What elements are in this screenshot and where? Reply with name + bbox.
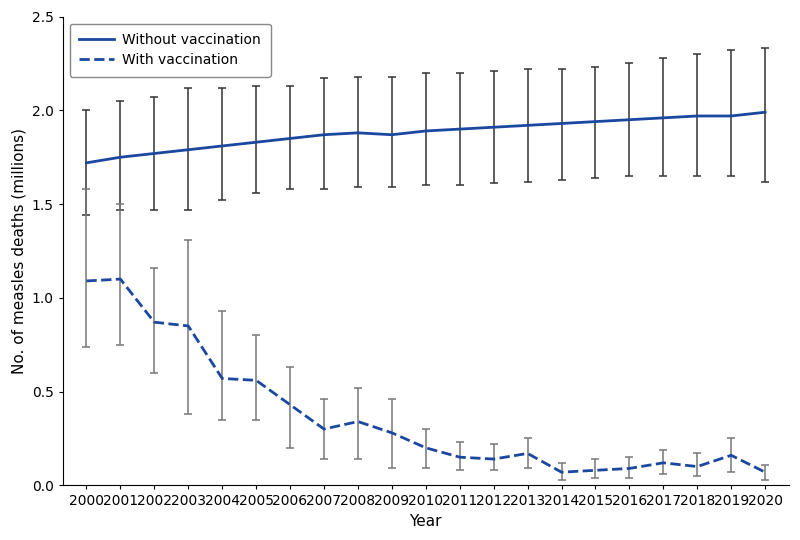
Line: Without vaccination: Without vaccination bbox=[86, 112, 765, 163]
Without vaccination bbox=[150, 150, 159, 157]
With vaccination bbox=[353, 418, 362, 425]
With vaccination bbox=[218, 375, 227, 382]
Without vaccination bbox=[115, 154, 125, 160]
Without vaccination bbox=[218, 143, 227, 149]
Y-axis label: No. of measles deaths (millions): No. of measles deaths (millions) bbox=[11, 128, 26, 374]
With vaccination bbox=[183, 323, 193, 329]
Without vaccination bbox=[760, 109, 770, 116]
With vaccination bbox=[726, 452, 736, 458]
With vaccination bbox=[693, 463, 702, 470]
With vaccination bbox=[286, 401, 295, 408]
Without vaccination bbox=[658, 114, 668, 121]
Without vaccination bbox=[522, 122, 532, 129]
With vaccination bbox=[522, 450, 532, 457]
Without vaccination bbox=[489, 124, 498, 131]
With vaccination bbox=[760, 469, 770, 475]
With vaccination bbox=[590, 467, 600, 474]
With vaccination bbox=[319, 426, 329, 433]
Without vaccination bbox=[590, 118, 600, 125]
Without vaccination bbox=[387, 131, 397, 138]
Without vaccination bbox=[625, 117, 634, 123]
X-axis label: Year: Year bbox=[410, 514, 442, 529]
Without vaccination bbox=[183, 146, 193, 153]
With vaccination bbox=[150, 319, 159, 326]
Without vaccination bbox=[693, 113, 702, 119]
With vaccination bbox=[387, 430, 397, 436]
Without vaccination bbox=[82, 160, 91, 166]
Without vaccination bbox=[353, 130, 362, 136]
With vaccination bbox=[625, 465, 634, 471]
Without vaccination bbox=[455, 126, 465, 132]
With vaccination bbox=[82, 278, 91, 284]
With vaccination bbox=[557, 469, 566, 475]
Without vaccination bbox=[421, 128, 430, 134]
Without vaccination bbox=[557, 120, 566, 127]
Without vaccination bbox=[319, 131, 329, 138]
With vaccination bbox=[658, 460, 668, 466]
Without vaccination bbox=[251, 139, 261, 145]
Without vaccination bbox=[286, 135, 295, 141]
With vaccination bbox=[455, 454, 465, 461]
Legend: Without vaccination, With vaccination: Without vaccination, With vaccination bbox=[70, 24, 271, 77]
With vaccination bbox=[421, 444, 430, 451]
Without vaccination bbox=[726, 113, 736, 119]
With vaccination bbox=[489, 456, 498, 462]
With vaccination bbox=[251, 377, 261, 383]
Line: With vaccination: With vaccination bbox=[86, 279, 765, 472]
With vaccination bbox=[115, 276, 125, 282]
